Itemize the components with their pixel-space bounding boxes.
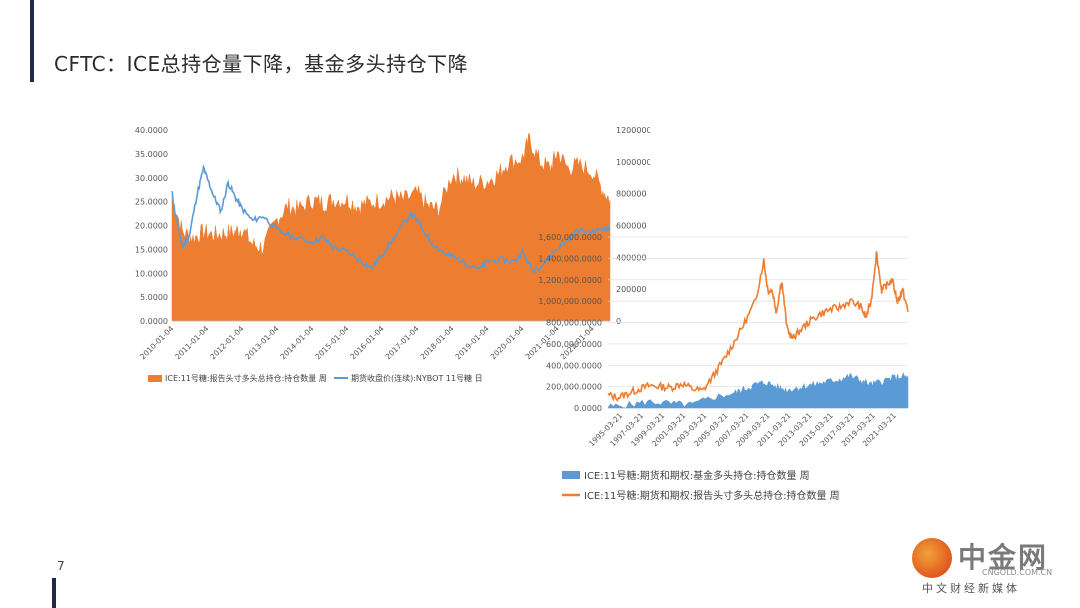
- y-axis-tick-label: 400,000.0000: [546, 361, 602, 370]
- logo: 中金网 CNGOLD.COM.CN 中文财经新媒体: [904, 536, 1064, 598]
- right-axis-tick-label: 400000: [616, 253, 647, 262]
- y-axis-tick-label: 800,000.0000: [546, 319, 602, 328]
- left-axis-tick-label: 25.0000: [135, 198, 168, 207]
- right-axis-tick-label: 1000000: [616, 158, 650, 167]
- logo-tagline: 中文财经新媒体: [922, 582, 1020, 595]
- y-axis-tick-label: 1,200,000.0000: [538, 276, 602, 285]
- slide-title: CFTC：ICE总持仓量下降，基金多头持仓下降: [54, 52, 469, 76]
- chart-fund-long-positions: 1,600,000.0000 1,400,000.0000 1,200,000.00…: [538, 233, 909, 502]
- series-line-total-long: [607, 251, 909, 402]
- right-axis-tick-label: 600000: [616, 222, 647, 231]
- logo-url: CNGOLD.COM.CN: [982, 568, 1053, 577]
- left-axis-tick-label: 10.0000: [135, 269, 168, 278]
- x-axis-tick-label: 2018-01-04: [419, 324, 456, 361]
- right-axis-tick-label: 1200000: [616, 126, 650, 135]
- y-axis-tick-label: 200,000.0000: [546, 383, 602, 392]
- series-area-fund-long: [607, 371, 909, 409]
- legend-label: ICE:11号糖:期货和期权:基金多头持仓:持仓数量 周: [584, 469, 810, 482]
- x-axis-tick-label: 2013-01-04: [243, 324, 280, 361]
- logo-icon: [912, 538, 952, 578]
- left-axis-tick-label: 40.0000: [135, 126, 168, 135]
- right-axis-tick-label: 800000: [616, 190, 647, 199]
- left-axis-tick-label: 30.0000: [135, 174, 168, 183]
- page-number: 7: [57, 559, 65, 573]
- right-axis-tick-label: 200000: [616, 285, 647, 294]
- accent-bar-top: [30, 0, 34, 82]
- chart-ice-open-interest-vs-price: 40.0000 35.0000 30.0000 25.0000 20.0000 15.00…: [135, 126, 650, 383]
- x-axis-tick-label: 2015-01-04: [313, 324, 350, 361]
- x-axis-tick-label: 2020-01-04: [489, 324, 526, 361]
- left-axis-tick-label: 35.0000: [135, 150, 168, 159]
- x-axis-tick-label: 2017-01-04: [384, 324, 421, 361]
- y-axis-tick-label: 1,600,000.0000: [538, 233, 602, 242]
- x-axis-tick-label: 2011-01-04: [173, 324, 210, 361]
- legend-label: 期货收盘价(连续):NYBOT 11号糖 日: [351, 373, 483, 383]
- x-axis-tick-label: 2019-01-04: [454, 324, 491, 361]
- y-axis-tick-label: 1,400,000.0000: [538, 254, 602, 263]
- y-axis-tick-label: 1,000,000.0000: [538, 297, 602, 306]
- x-axis-tick-label: 2014-01-04: [278, 324, 315, 361]
- legend-label: ICE:11号糖:期货和期权:报告头寸多头总持仓:持仓数量 周: [584, 489, 840, 502]
- legend-label: ICE:11号糖:报告头寸多头总持仓:持仓数量 周: [165, 373, 327, 383]
- accent-bar-bottom: [52, 578, 56, 608]
- x-axis-tick-label: 2010-01-04: [138, 324, 175, 361]
- y-axis-tick-label: 600,000.0000: [546, 340, 602, 349]
- series-line-nybot-price: [171, 164, 611, 275]
- x-axis-tick-label: 2012-01-04: [208, 324, 245, 361]
- left-axis-tick-label: 0.0000: [140, 317, 168, 326]
- left-axis-tick-label: 15.0000: [135, 245, 168, 254]
- x-axis-tick-label: 2016-01-04: [348, 324, 385, 361]
- series-area-ice-total-long: [171, 133, 611, 322]
- legend-swatch: [562, 471, 580, 479]
- left-axis-tick-label: 20.0000: [135, 222, 168, 231]
- y-axis-tick-label: 0.0000: [574, 404, 602, 413]
- left-axis-tick-label: 5.0000: [140, 293, 168, 302]
- logo-name: 中金网: [958, 541, 1049, 574]
- right-axis-tick-label: 0: [616, 317, 621, 326]
- legend-swatch: [148, 375, 162, 382]
